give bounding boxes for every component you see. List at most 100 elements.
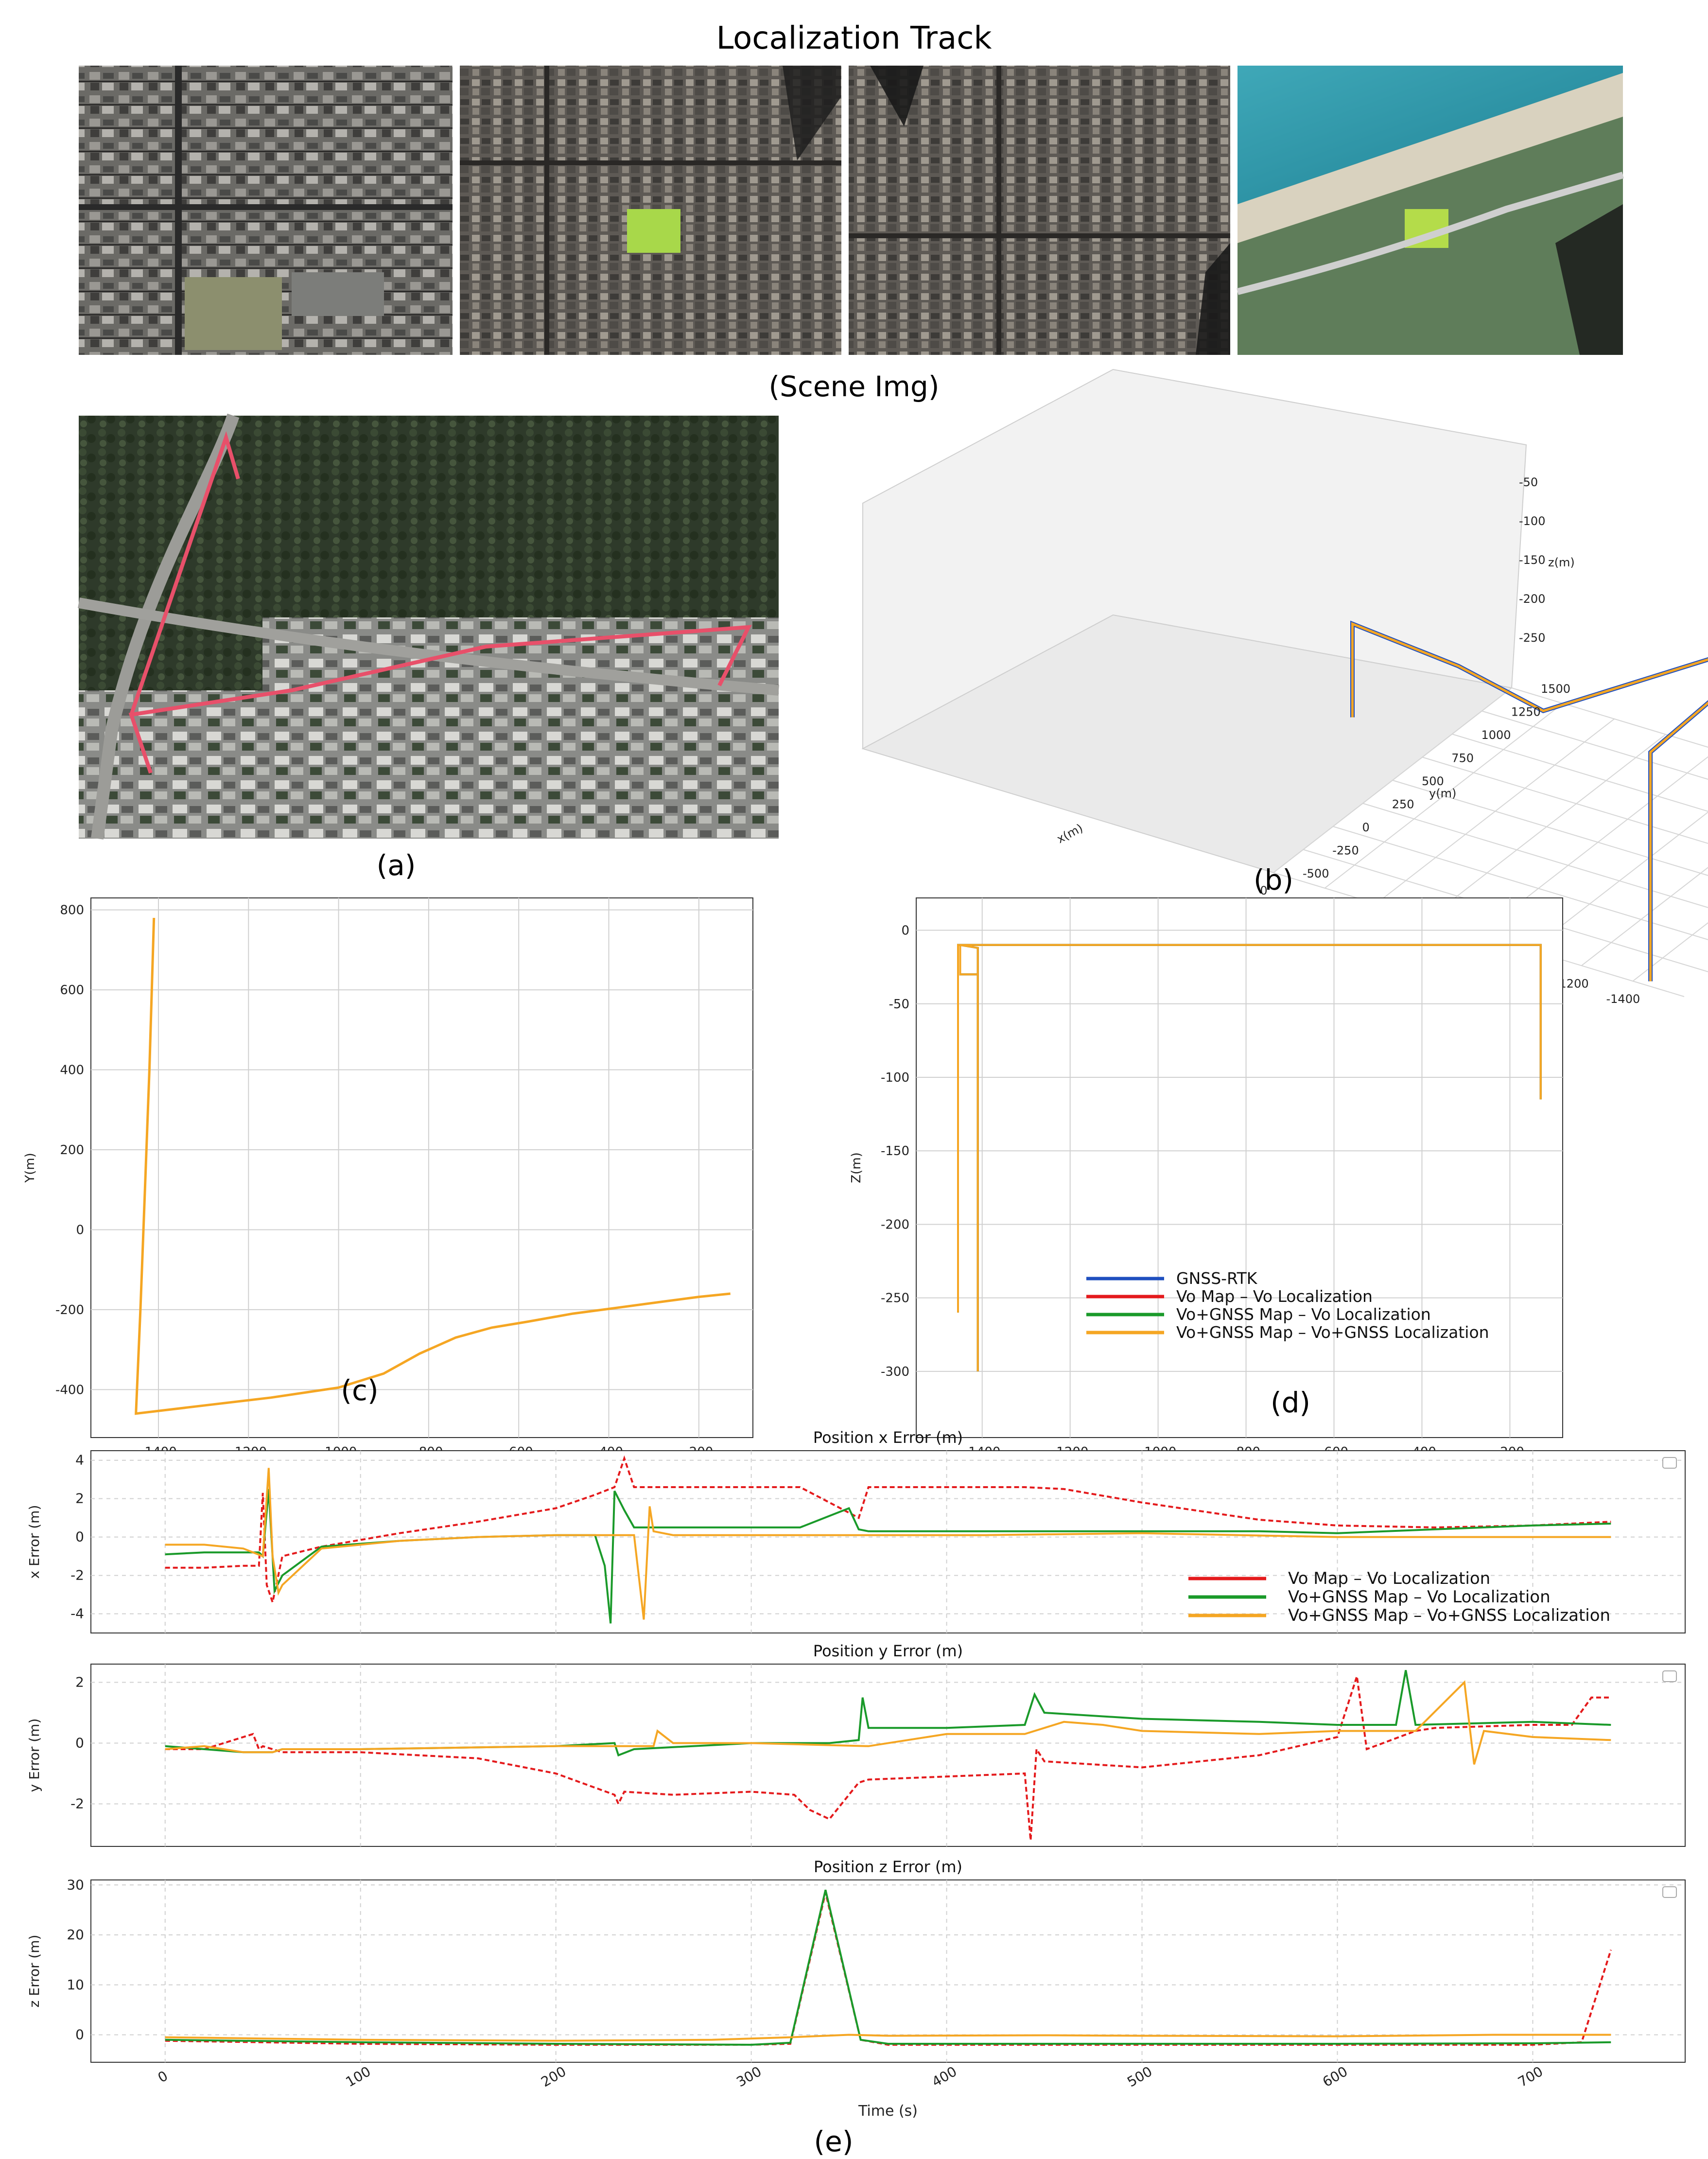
y-tick-label: 1500: [1541, 682, 1570, 696]
plot-b-ylabel: y(m): [1429, 787, 1456, 800]
plot-frame: [90, 1879, 1686, 2063]
grid-3d: [1422, 756, 1708, 844]
trajectory-overlay: [1351, 622, 1708, 982]
label-d: (d): [1271, 1386, 1310, 1419]
plot-b-zlabel: z(m): [1548, 556, 1575, 569]
series-line: [165, 2034, 1611, 2042]
y-tick-label: -250: [881, 1291, 909, 1306]
y-tick-label: 750: [1451, 752, 1474, 765]
figure-title: Localization Track: [716, 20, 992, 56]
x-tick-label: 400: [929, 2063, 959, 2090]
y-tick-label: -50: [889, 997, 909, 1012]
y-axis-label: x Error (m): [26, 1505, 42, 1579]
legend-label: Vo Map – Vo Localization: [1176, 1287, 1373, 1306]
y-tick-label: 4: [75, 1452, 84, 1468]
plot-b-xlabel: x(m): [1055, 821, 1085, 846]
y-tick-label: 0: [75, 1735, 84, 1751]
y-axis-label: Z(m): [849, 1152, 864, 1183]
y-tick-label: -250: [1332, 844, 1359, 858]
grid-3d: [1452, 734, 1708, 812]
x-tick-label: 300: [733, 2063, 764, 2090]
series-line: [165, 1455, 1611, 1606]
y-tick-label: -2: [70, 1567, 84, 1583]
grid-3d: [1392, 780, 1708, 876]
series-line: [165, 1676, 1611, 1841]
x-tick-label: 600: [1320, 2063, 1350, 2090]
aerial-map-a: [78, 413, 779, 840]
legend-label: Vo+GNSS Map – Vo Localization: [1176, 1305, 1431, 1324]
y-tick-label: 2: [75, 1674, 84, 1690]
y-tick-label: 20: [67, 1927, 84, 1943]
label-b: (b): [1254, 863, 1293, 896]
x-tick-label: 0: [1260, 884, 1267, 897]
y-tick-label: -300: [881, 1365, 909, 1379]
x-tick-label: 100: [343, 2063, 374, 2090]
y-tick-label: -4: [70, 1606, 84, 1622]
panel-title: Position y Error (m): [813, 1642, 963, 1660]
y-tick-label: -200: [881, 1217, 909, 1232]
x-tick-label: 700: [1515, 2063, 1546, 2090]
y-tick-label: 200: [60, 1143, 84, 1158]
label-c: (c): [341, 1374, 378, 1407]
plot-b-3d: -1400-1200-1000-800-600-400-2000-500-250…: [861, 369, 1708, 1006]
z-tick-label: -200: [1519, 592, 1545, 606]
y-tick-label: 10: [67, 1977, 84, 1993]
plot-d: -1400-1200-1000-800-600-400-2000-50-100-…: [849, 897, 1563, 1480]
legend-label: GNSS-RTK: [1176, 1269, 1258, 1288]
series-line: [165, 1890, 1611, 2046]
legend-label: Vo+GNSS Map – Vo+GNSS Localization: [1176, 1323, 1489, 1342]
series-line: [957, 944, 1542, 1371]
x-tick-label: 0: [155, 2068, 171, 2086]
y-tick-label: -150: [881, 1144, 909, 1158]
y-tick-label: 0: [75, 2026, 84, 2042]
y-axis-label: Y(m): [23, 1153, 37, 1183]
y-tick-label: 800: [60, 903, 84, 918]
z-tick-label: -150: [1519, 553, 1545, 567]
y-tick-label: 600: [60, 983, 84, 998]
grid-3d: [1632, 922, 1708, 982]
y-tick-label: -400: [55, 1383, 84, 1397]
empty-legend-box: [1662, 1886, 1677, 1898]
x-axis-label: Time (s): [858, 2103, 918, 2120]
y-tick-label: -200: [55, 1303, 84, 1317]
series-line: [165, 1468, 1611, 1620]
legend-label: Vo+GNSS Map – Vo Localization: [1288, 1587, 1551, 1607]
track-line-a: [128, 431, 752, 774]
z-tick-label: -250: [1519, 631, 1545, 645]
y-tick-label: -500: [1303, 867, 1329, 880]
label-e: (e): [814, 2125, 854, 2158]
plot-c: -1400-1200-1000-800-600-400-200-400-2000…: [23, 897, 753, 1475]
legend-label: Vo+GNSS Map – Vo+GNSS Localization: [1288, 1606, 1610, 1625]
plot-frame: [90, 1450, 1686, 1633]
y-tick-label: 250: [1392, 798, 1414, 811]
y-tick-label: 2: [75, 1491, 84, 1507]
x-tick-label: 500: [1124, 2063, 1155, 2090]
y-tick-label: 500: [1422, 774, 1444, 788]
plot-b-trajectory: [1350, 620, 1708, 982]
scene-image-1: [79, 66, 453, 355]
y-tick-label: 0: [76, 1223, 84, 1237]
y-tick-label: 1000: [1481, 728, 1511, 742]
grid-3d: [1511, 687, 1708, 748]
y-tick-label: 400: [60, 1063, 84, 1078]
plot-frame: [916, 897, 1563, 1438]
grid-3d: [1333, 826, 1708, 940]
empty-legend-box: [1662, 1670, 1677, 1682]
grid-3d: [1481, 710, 1708, 780]
y-axis-label: y Error (m): [26, 1719, 42, 1792]
y-tick-label: -100: [881, 1071, 909, 1085]
series-line: [135, 918, 731, 1415]
x-tick-label: -1400: [1606, 992, 1640, 1006]
y-tick-label: -2: [70, 1796, 84, 1812]
y-tick-label: 0: [1362, 821, 1370, 834]
scene-caption: (Scene Img): [769, 370, 940, 403]
plot-e-x-error: 4 2 0 -2 -4 Position x Error (m) x Error (m): [26, 1428, 1686, 1633]
plot-e-y-error: 2 0 -2 Position y Error (m) y Error (m): [26, 1642, 1686, 1847]
plot-frame: [90, 1664, 1686, 1847]
z-tick-label: -50: [1519, 475, 1538, 489]
y-axis-label: z Error (m): [26, 1935, 42, 2008]
y-tick-label: 1250: [1511, 705, 1541, 719]
y-tick-label: 0: [901, 924, 909, 938]
